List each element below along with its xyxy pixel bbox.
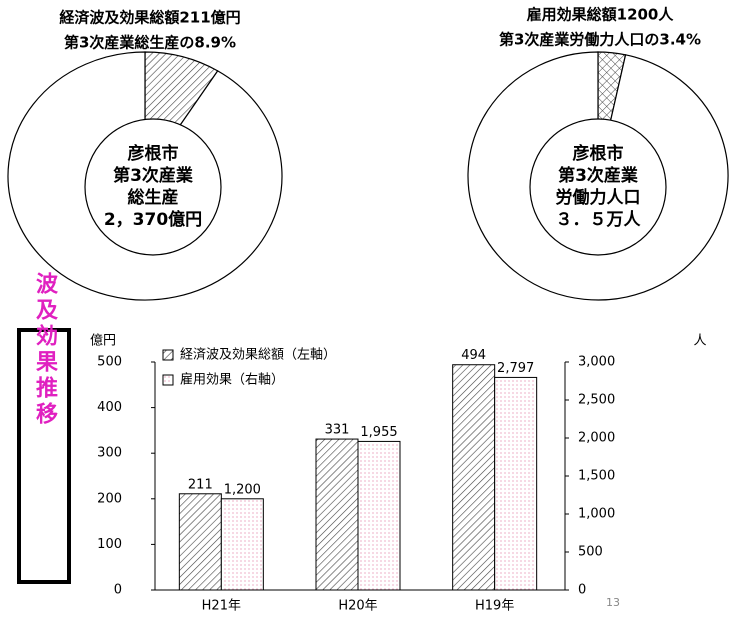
y-axis-label: 億円 xyxy=(90,333,116,349)
data-label: 1,200 xyxy=(224,482,261,497)
center-text: 彦根市 xyxy=(128,143,179,164)
y2-axis-label: 人 xyxy=(693,334,706,349)
y-tick-label: 100 xyxy=(97,537,122,552)
center-text: 第3次産業 xyxy=(558,165,638,186)
center-text: 彦根市 xyxy=(573,143,624,164)
chart-title: 雇用効果総額1200人 xyxy=(527,6,675,24)
center-text: 2，370億円 xyxy=(104,209,202,230)
center-circle xyxy=(84,118,222,256)
bar xyxy=(494,376,538,591)
data-label: 494 xyxy=(461,348,486,363)
y2-tick-label: 2,000 xyxy=(578,431,615,446)
x-tick-label: H19年 xyxy=(475,599,514,614)
center-circle xyxy=(529,118,667,256)
bar xyxy=(452,364,496,591)
pie-slice xyxy=(467,51,729,301)
y2-tick-label: 0 xyxy=(578,583,586,598)
center-text: 労働力人口 xyxy=(556,187,641,208)
y-tick-label: 500 xyxy=(97,355,122,370)
y-tick-label: 0 xyxy=(114,583,122,598)
bar xyxy=(178,493,222,591)
side-label: 波及効果推移 xyxy=(32,272,58,428)
chart-title: 第3次産業総生産の8.9% xyxy=(64,34,236,52)
side-box xyxy=(17,328,71,584)
y-tick-label: 200 xyxy=(97,491,122,506)
bar xyxy=(357,440,401,591)
x-tick-label: H21年 xyxy=(202,599,241,614)
legend-swatch xyxy=(162,374,174,386)
legend-label: 経済波及効果総額（左軸） xyxy=(180,347,336,363)
y-tick-label: 400 xyxy=(97,400,122,415)
data-label: 211 xyxy=(188,477,213,492)
legend-label: 雇用効果（右軸） xyxy=(180,372,284,388)
bar xyxy=(220,498,264,591)
legend-swatch xyxy=(162,349,174,361)
x-tick-label: H20年 xyxy=(338,599,377,614)
center-text: 総生産 xyxy=(128,187,179,208)
data-label: 1,955 xyxy=(360,425,397,440)
y2-tick-label: 3,000 xyxy=(578,355,615,370)
y2-tick-label: 1,000 xyxy=(578,507,615,522)
center-text: 第3次産業 xyxy=(113,165,193,186)
center-text: ３．５万人 xyxy=(556,210,642,230)
y-tick-label: 300 xyxy=(97,446,122,461)
y2-tick-label: 2,500 xyxy=(578,393,615,408)
y2-tick-label: 500 xyxy=(578,545,603,560)
data-label: 331 xyxy=(325,423,350,438)
data-label: 2,797 xyxy=(497,361,534,376)
chart-title: 経済波及効果総額211億円 xyxy=(59,9,240,27)
page-number: 13 xyxy=(606,596,620,609)
y2-tick-label: 1,500 xyxy=(578,469,615,484)
bar xyxy=(315,438,359,591)
chart-title: 第3次産業労働力人口の3.4% xyxy=(499,31,701,49)
